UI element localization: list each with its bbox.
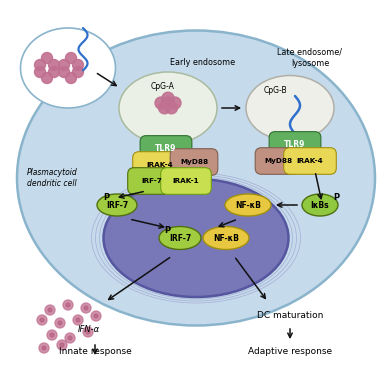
Text: IκBs: IκBs <box>311 201 329 209</box>
Text: MyD88: MyD88 <box>264 158 292 164</box>
Text: MyD88: MyD88 <box>180 159 208 165</box>
Circle shape <box>49 60 60 71</box>
FancyBboxPatch shape <box>128 168 176 194</box>
Circle shape <box>50 333 54 337</box>
Text: P: P <box>333 193 339 202</box>
Circle shape <box>68 336 72 340</box>
Ellipse shape <box>119 72 217 144</box>
Text: IRAK-1: IRAK-1 <box>173 178 199 184</box>
Ellipse shape <box>25 33 111 103</box>
Circle shape <box>73 66 83 78</box>
Circle shape <box>42 346 46 350</box>
Circle shape <box>162 97 174 109</box>
Text: IRAK-4: IRAK-4 <box>297 158 323 164</box>
Ellipse shape <box>97 194 137 216</box>
Text: P: P <box>103 193 109 202</box>
Circle shape <box>165 102 178 114</box>
Circle shape <box>73 315 83 325</box>
Text: IFN-α: IFN-α <box>78 325 100 335</box>
Circle shape <box>81 303 91 313</box>
FancyBboxPatch shape <box>133 152 187 178</box>
Circle shape <box>58 60 69 71</box>
Circle shape <box>37 315 47 325</box>
Circle shape <box>34 66 45 78</box>
FancyBboxPatch shape <box>269 132 321 156</box>
Text: TLR9: TLR9 <box>284 139 306 149</box>
Circle shape <box>58 321 62 325</box>
FancyBboxPatch shape <box>284 148 336 174</box>
FancyBboxPatch shape <box>161 168 211 194</box>
Circle shape <box>42 52 53 63</box>
Text: IRAK-4: IRAK-4 <box>147 162 173 168</box>
Text: P: P <box>164 226 170 235</box>
Ellipse shape <box>302 194 338 216</box>
Circle shape <box>57 340 67 350</box>
Ellipse shape <box>246 76 334 141</box>
Circle shape <box>169 97 181 109</box>
Text: Adaptive response: Adaptive response <box>248 348 332 356</box>
Circle shape <box>45 305 55 315</box>
Ellipse shape <box>103 179 289 297</box>
Circle shape <box>39 343 49 353</box>
Circle shape <box>63 300 73 310</box>
FancyBboxPatch shape <box>255 148 301 174</box>
Circle shape <box>58 66 69 78</box>
Text: IRF-7: IRF-7 <box>169 233 191 243</box>
Circle shape <box>48 308 52 312</box>
Text: NF-κB: NF-κB <box>213 233 239 243</box>
Text: NF-κB: NF-κB <box>235 201 261 209</box>
Circle shape <box>94 314 98 318</box>
Text: IRF-7: IRF-7 <box>106 201 128 209</box>
Circle shape <box>65 52 76 63</box>
Circle shape <box>40 318 44 322</box>
Ellipse shape <box>225 194 271 216</box>
Circle shape <box>84 306 88 310</box>
Ellipse shape <box>159 227 201 249</box>
Circle shape <box>34 60 45 71</box>
Text: Plasmacytoid
dendritic cell: Plasmacytoid dendritic cell <box>27 168 77 188</box>
Circle shape <box>60 343 64 347</box>
Circle shape <box>65 73 76 84</box>
Circle shape <box>76 318 80 322</box>
Circle shape <box>158 102 171 114</box>
Circle shape <box>155 97 167 109</box>
Circle shape <box>42 73 53 84</box>
Circle shape <box>162 92 174 104</box>
Text: CpG-A: CpG-A <box>151 81 175 91</box>
Circle shape <box>65 333 75 343</box>
Circle shape <box>66 303 70 307</box>
FancyBboxPatch shape <box>170 149 218 175</box>
Text: IRF-7: IRF-7 <box>142 178 162 184</box>
Text: Innate response: Innate response <box>59 348 131 356</box>
Circle shape <box>73 60 83 71</box>
FancyBboxPatch shape <box>140 136 192 160</box>
Circle shape <box>83 327 93 337</box>
Ellipse shape <box>20 28 116 108</box>
Circle shape <box>91 311 101 321</box>
Circle shape <box>47 330 57 340</box>
Text: DC maturation: DC maturation <box>257 311 323 320</box>
Ellipse shape <box>203 227 249 249</box>
Circle shape <box>49 66 60 78</box>
Text: CpG-B: CpG-B <box>263 86 287 94</box>
Circle shape <box>55 318 65 328</box>
Text: TLR9: TLR9 <box>155 144 177 152</box>
Ellipse shape <box>17 31 375 325</box>
Text: Early endosome: Early endosome <box>171 58 236 66</box>
Text: Late endosome/
lysosome: Late endosome/ lysosome <box>278 48 343 68</box>
Circle shape <box>86 330 90 334</box>
